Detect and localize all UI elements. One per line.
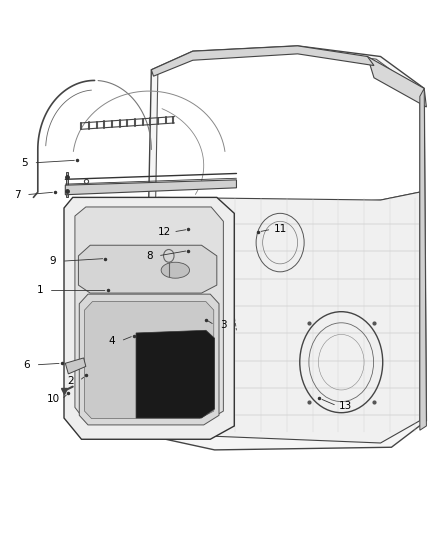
Ellipse shape (161, 262, 190, 278)
Text: 13: 13 (339, 401, 352, 411)
Polygon shape (66, 172, 68, 197)
Polygon shape (147, 46, 426, 450)
Text: 5: 5 (21, 158, 28, 168)
Polygon shape (85, 302, 214, 418)
Text: 8: 8 (146, 251, 152, 261)
Text: 10: 10 (46, 394, 60, 405)
Polygon shape (136, 330, 215, 418)
Polygon shape (158, 192, 420, 443)
Polygon shape (367, 56, 426, 107)
Polygon shape (65, 180, 237, 195)
Polygon shape (155, 49, 420, 211)
Polygon shape (75, 207, 223, 422)
Polygon shape (65, 358, 86, 374)
Text: 9: 9 (50, 256, 57, 266)
Polygon shape (420, 88, 426, 430)
Text: 12: 12 (158, 227, 171, 237)
Text: 1: 1 (37, 286, 43, 295)
Text: 3: 3 (220, 320, 227, 330)
Polygon shape (64, 197, 234, 439)
Polygon shape (151, 46, 374, 76)
Text: 6: 6 (24, 360, 30, 370)
Text: 7: 7 (14, 190, 21, 200)
Polygon shape (79, 294, 219, 425)
Polygon shape (78, 245, 217, 293)
Text: 11: 11 (273, 224, 287, 235)
Text: 2: 2 (67, 376, 74, 386)
Text: 4: 4 (109, 336, 115, 346)
